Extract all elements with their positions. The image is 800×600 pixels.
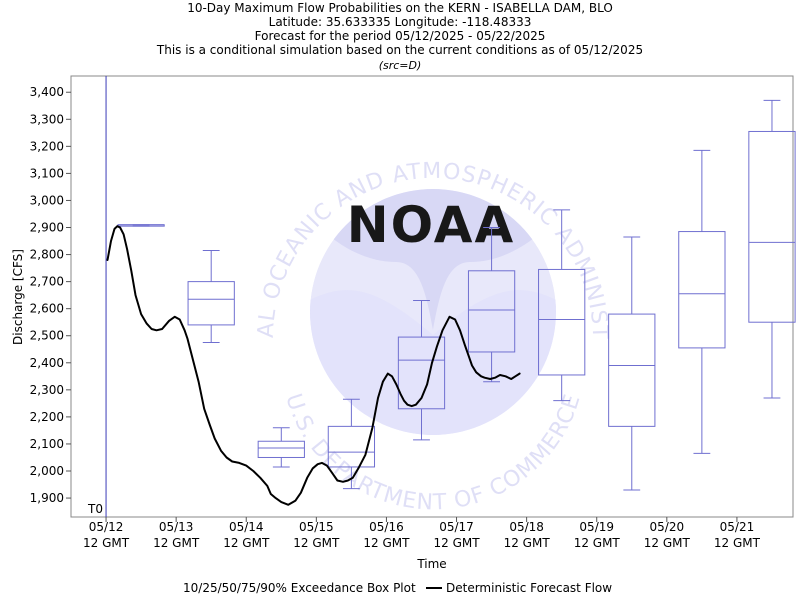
legend-item-deterministic: Deterministic Forecast Flow	[446, 581, 612, 595]
x-axis-label: Time	[416, 557, 446, 571]
y-tick-label: 2,600	[30, 302, 64, 316]
chart-title: 10-Day Maximum Flow Probabilities on the…	[187, 1, 613, 15]
y-axis-label: Discharge [CFS]	[11, 249, 25, 345]
y-tick-label: 2,100	[30, 437, 64, 451]
noaa-watermark: NOAA NATIONAL OCEANIC AND ATMOSPHERIC AD…	[0, 0, 611, 516]
x-tick-label-date: 05/20	[650, 520, 685, 534]
x-tick-label-time: 12 GMT	[363, 536, 410, 550]
y-tick-label: 3,000	[30, 193, 64, 207]
deterministic-forecast-line	[106, 225, 521, 506]
box-plot	[608, 236, 656, 491]
box-plot	[117, 224, 165, 227]
y-tick-label: 2,300	[30, 383, 64, 397]
x-tick-label-time: 12 GMT	[83, 536, 130, 550]
y-tick-label: 2,900	[30, 221, 64, 235]
box-iqr	[467, 270, 516, 353]
x-tick-label-date: 05/13	[159, 520, 194, 534]
x-tick-label-date: 05/15	[299, 520, 334, 534]
x-tick-label-time: 12 GMT	[223, 536, 270, 550]
x-tick-label-time: 12 GMT	[153, 536, 200, 550]
box-plot	[397, 300, 446, 441]
chart-subtitle-condition: This is a conditional simulation based o…	[156, 43, 643, 57]
box-iqr	[608, 313, 656, 427]
noaa-emblem	[310, 189, 556, 435]
box-plot	[678, 149, 726, 454]
x-tick-label-time: 12 GMT	[293, 536, 340, 550]
plot-area	[70, 75, 794, 518]
x-tick-label-time: 12 GMT	[504, 536, 551, 550]
deterministic-forecast	[106, 225, 521, 506]
noaa-logo-text: NOAA	[347, 196, 515, 254]
y-tick-label: 2,400	[30, 356, 64, 370]
box-iqr	[678, 231, 726, 349]
t0-label: T0	[87, 502, 103, 516]
x-tick-label-date: 05/18	[509, 520, 544, 534]
x-tick-label-date: 05/12	[89, 520, 124, 534]
box-iqr	[327, 425, 376, 468]
box-plot	[187, 250, 235, 343]
chart-title-block: 10-Day Maximum Flow Probabilities on the…	[156, 1, 643, 72]
x-axis: 05/12 12 GMT 05/13 12 GMT 05/14 12 GMT 05/15 12…	[83, 517, 761, 550]
box-plot	[257, 427, 305, 468]
box-plot	[538, 209, 586, 402]
chart-source-note: (src=D)	[379, 59, 422, 72]
box-iqr	[257, 440, 305, 458]
box-plot	[467, 227, 516, 383]
y-tick-label: 2,700	[30, 275, 64, 289]
legend: 10/25/50/75/90% Exceedance Box Plot Dete…	[183, 581, 612, 595]
y-tick-label: 3,100	[30, 166, 64, 180]
y-tick-label: 2,500	[30, 329, 64, 343]
box-plots	[117, 99, 796, 491]
chart-subtitle-period: Forecast for the period 05/12/2025 - 05/…	[255, 29, 546, 43]
y-tick-label: 2,800	[30, 248, 64, 262]
x-tick-label-date: 05/21	[720, 520, 755, 534]
y-tick-label: 2,000	[30, 464, 64, 478]
box-iqr	[538, 268, 586, 376]
legend-item-boxplot: 10/25/50/75/90% Exceedance Box Plot	[183, 581, 416, 595]
y-tick-label: 2,200	[30, 410, 64, 424]
x-tick-label-time: 12 GMT	[644, 536, 691, 550]
y-tick-label: 1,900	[30, 491, 64, 505]
y-axis: 1,900 2,000 2,100 2,200 2,300 2,400 2,500 2,600…	[30, 85, 71, 505]
x-tick-label-time: 12 GMT	[714, 536, 761, 550]
chart-subtitle-location: Latitude: 35.633335 Longitude: -118.4833…	[269, 15, 532, 29]
box-iqr	[187, 281, 235, 326]
x-tick-label-time: 12 GMT	[574, 536, 621, 550]
x-tick-label-time: 12 GMT	[433, 536, 480, 550]
y-tick-label: 3,300	[30, 112, 64, 126]
box-iqr	[397, 336, 446, 410]
y-tick-label: 3,200	[30, 139, 64, 153]
x-tick-label-date: 05/14	[229, 520, 264, 534]
t0-marker: T0	[87, 76, 107, 517]
box-iqr	[748, 130, 796, 323]
x-tick-label-date: 05/17	[439, 520, 474, 534]
x-tick-label-date: 05/19	[579, 520, 614, 534]
x-tick-label-date: 05/16	[369, 520, 404, 534]
y-tick-label: 3,400	[30, 85, 64, 99]
box-plot	[748, 99, 796, 399]
